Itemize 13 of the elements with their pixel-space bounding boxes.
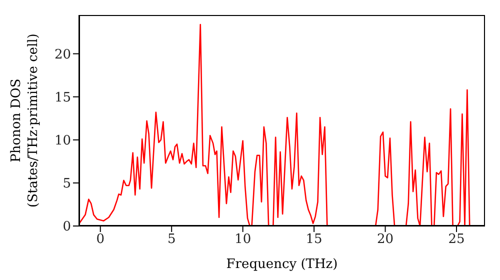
y-tick-label: 0 <box>62 220 71 235</box>
x-axis-title: Frequency (THz) <box>226 257 338 272</box>
y-tick-label: 15 <box>54 90 71 106</box>
x-tick-label: 10 <box>234 232 252 248</box>
x-tick-label: 25 <box>448 232 465 248</box>
y-tick-label: 10 <box>54 133 71 148</box>
x-tick-label: 5 <box>167 232 176 248</box>
x-tick-label: 15 <box>306 232 322 248</box>
y-tick-label: 5 <box>62 176 71 192</box>
y-tick-label: 20 <box>54 47 71 62</box>
x-tick-label: 20 <box>377 232 394 248</box>
x-tick-label: 0 <box>96 232 105 248</box>
y-axis-title: Phonon DOS (States/THz·primitive cell) <box>9 33 41 208</box>
